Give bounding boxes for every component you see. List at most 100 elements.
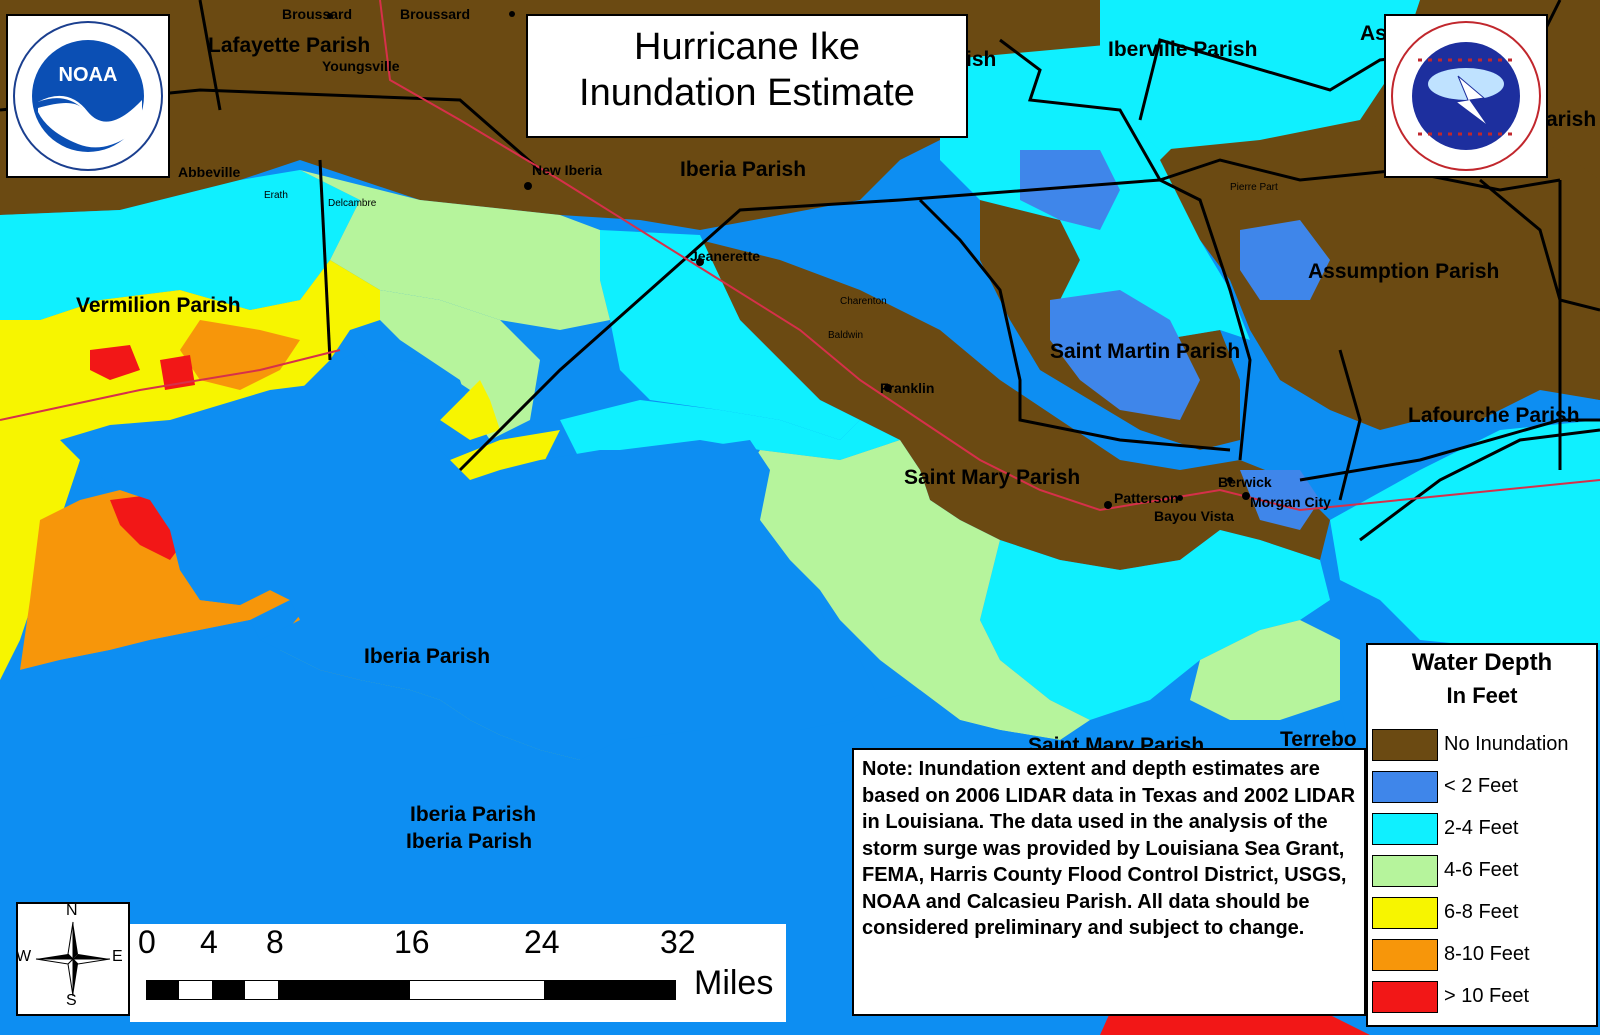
scale-tick-24: 24: [524, 924, 560, 960]
upland-east: [1160, 120, 1600, 430]
label-lafayette-parish: Lafayette Parish: [208, 34, 371, 57]
scale-tick-32: 32: [660, 924, 696, 960]
legend-label: 4-6 Feet: [1444, 859, 1519, 881]
parish-boundaries: [0, 0, 1600, 542]
legend-item: 6-8 Feet: [1368, 897, 1596, 929]
water-depth-legend: Water Depth In Feet No Inundation < 2 Fe…: [1366, 643, 1598, 1027]
legend-title: Water Depth: [1411, 649, 1553, 676]
zone-4-6-west2: [380, 290, 540, 440]
zone-2-4-northeast: [1100, 0, 1420, 150]
legend-swatch-2-4: [1372, 813, 1438, 845]
label-town-jeanerette: Jeanerette: [690, 248, 761, 264]
zone-gt10-2: [90, 345, 140, 380]
label-saint-mary-parish: Saint Mary Parish: [904, 466, 1081, 489]
label-town-patterson: Patterson: [1114, 490, 1179, 506]
zone-lt2-lake1: [1020, 150, 1120, 230]
zone-4-6-south: [740, 440, 1090, 740]
zone-6-8-point: [440, 380, 500, 440]
legend-swatch-4-6: [1372, 855, 1438, 887]
map-title-box: Hurricane Ike Inundation Estimate: [526, 14, 968, 138]
vermilion-bay: [60, 350, 880, 760]
label-parish-partial-arish: arish: [1546, 108, 1597, 131]
legend-item: 2-4 Feet: [1368, 813, 1596, 845]
label-iberia-parish-island: Iberia Parish: [364, 645, 491, 668]
zone-8-10-vermilion: [180, 320, 300, 390]
label-town-morgan-city: Morgan City: [1250, 494, 1331, 510]
label-terrebonne-partial: Terrebo: [1280, 728, 1357, 751]
zone-gt10-3: [160, 355, 195, 390]
zone-4-6-west: [300, 170, 610, 330]
legend-label: 2-4 Feet: [1444, 817, 1519, 839]
zone-2-4-west: [0, 170, 360, 320]
label-town-broussard-1: Broussard: [282, 6, 353, 22]
highway-lines: [0, 0, 1600, 512]
compass-rose-icon: [35, 921, 111, 997]
data-note-box: Note: Inundation extent and depth estima…: [852, 748, 1366, 1016]
zone-lt2-lake4: [1240, 470, 1320, 530]
label-town-abbeville: Abbeville: [178, 164, 241, 180]
noaa-logo: NOAA: [6, 14, 170, 178]
legend-label: 6-8 Feet: [1444, 901, 1519, 923]
legend-swatch-8-10: [1372, 939, 1438, 971]
label-iberia-parish-top: Iberia Parish: [680, 158, 807, 181]
noaa-logo-icon: [13, 21, 163, 171]
legend-item: 4-6 Feet: [1368, 855, 1596, 887]
label-town-charenton: Charenton: [840, 296, 887, 307]
label-town-delcambre: Delcambre: [328, 198, 377, 209]
upland-saint-mary: [700, 240, 1330, 570]
label-town-berwick: Berwick: [1218, 474, 1272, 490]
legend-swatch-gt10: [1372, 981, 1438, 1013]
zone-lt2-lake3: [1240, 220, 1330, 300]
scale-bar-graphic: [146, 980, 676, 1000]
label-lafourche-parish: Lafourche Parish: [1408, 404, 1580, 427]
zone-2-4-southcentral: [980, 530, 1330, 720]
label-iberia-parish-water-2: Iberia Parish: [406, 830, 533, 853]
legend-item: 8-10 Feet: [1368, 939, 1596, 971]
town-markers: [327, 11, 1250, 509]
zone-lt2-lake2: [1050, 290, 1200, 420]
legend-swatch-lt2: [1372, 771, 1438, 803]
legend-subtitle: In Feet: [1446, 683, 1518, 708]
label-saint-martin-parish: Saint Martin Parish: [1050, 340, 1241, 363]
map-title-line-1: Hurricane Ike: [634, 26, 860, 68]
label-town-erath: Erath: [264, 190, 288, 201]
label-town-pierre-part: Pierre Part: [1230, 182, 1278, 193]
legend-swatch-6-8: [1372, 897, 1438, 929]
label-iberville-parish: Iberville Parish: [1108, 38, 1258, 61]
data-note-text: Note: Inundation extent and depth estima…: [862, 758, 1356, 939]
scale-tick-4: 4: [200, 924, 218, 960]
compass-rose: N S W E: [16, 902, 130, 1016]
label-town-bayou-vista: Bayou Vista: [1154, 508, 1234, 524]
zone-4-6-southeast: [1190, 620, 1340, 720]
nws-logo: [1384, 14, 1548, 178]
compass-west: W: [16, 948, 32, 965]
label-parish-partial-ish: ish: [966, 48, 997, 71]
legend-label: < 2 Feet: [1444, 775, 1518, 797]
label-town-franklin: Franklin: [880, 380, 935, 396]
scale-tick-0: 0: [138, 924, 156, 960]
scale-tick-16: 16: [394, 924, 430, 960]
scale-bar: 0 4 8 16 24 32 Miles: [130, 924, 786, 1022]
nws-logo-icon: [1391, 21, 1541, 171]
label-town-broussard-2: Broussard: [400, 6, 471, 22]
legend-label: > 10 Feet: [1444, 985, 1530, 1007]
label-town-baldwin: Baldwin: [828, 330, 864, 341]
zone-8-10-southwest: [20, 490, 290, 670]
legend-item: < 2 Feet: [1368, 771, 1596, 803]
label-town-new-iberia: New Iberia: [532, 162, 603, 178]
zone-2-4-strip: [560, 400, 900, 460]
zone-2-4-southeast: [1330, 420, 1600, 650]
label-town-youngsville: Youngsville: [322, 58, 400, 74]
legend-label: No Inundation: [1444, 733, 1569, 755]
scale-unit: Miles: [694, 964, 774, 1002]
legend-item: No Inundation: [1368, 729, 1596, 761]
label-iberia-parish-water-1: Iberia Parish: [410, 803, 537, 826]
map-title-line-2: Inundation Estimate: [579, 72, 915, 114]
zone-2-4-central: [600, 230, 860, 440]
noaa-logo-text: NOAA: [58, 64, 118, 86]
scale-tick-8: 8: [266, 924, 284, 960]
compass-east: E: [112, 948, 123, 965]
legend-label: 8-10 Feet: [1444, 943, 1530, 965]
compass-south: S: [66, 992, 77, 1009]
compass-north: N: [66, 902, 78, 919]
